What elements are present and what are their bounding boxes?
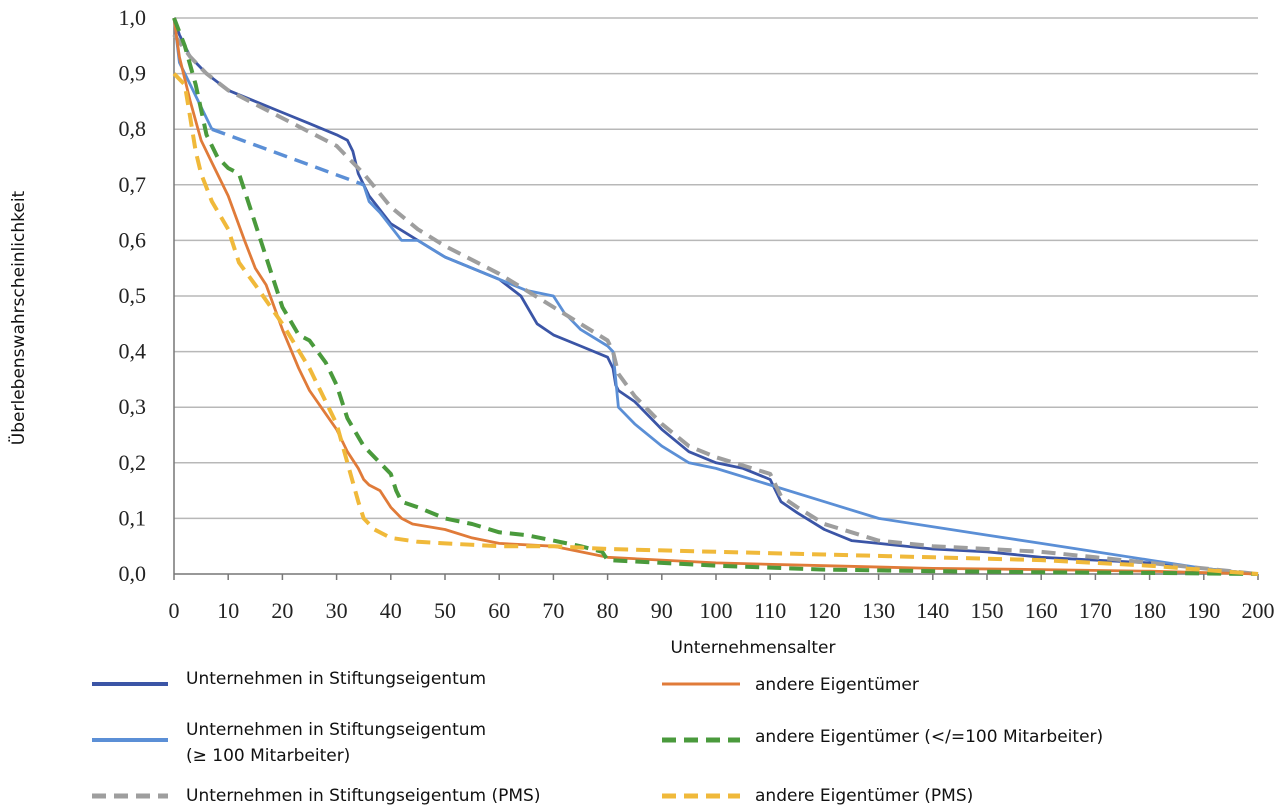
x-tick-label: 50 — [434, 598, 456, 623]
x-tick-label: 40 — [380, 598, 402, 623]
x-tick-label: 90 — [651, 598, 673, 623]
legend: Unternehmen in Stiftungseigentum Unterne… — [92, 669, 1103, 806]
x-tick-label: 60 — [488, 598, 510, 623]
y-tick-label: 0,9 — [119, 61, 147, 86]
y-tick-label: 0,3 — [119, 394, 147, 419]
x-tick-label: 0 — [169, 598, 180, 623]
legend-label-andere-pms: andere Eigentümer (PMS) — [755, 786, 973, 806]
series-line-3 — [172, 17, 1259, 576]
legend-item-stiftung: Unternehmen in Stiftungseigentum — [92, 669, 486, 689]
x-tick-label: 130 — [862, 598, 895, 623]
legend-label-stiftung-100-line2: (≥ 100 Mitarbeiter) — [186, 746, 350, 766]
tick-labels: 0,0 0,1 0,2 0,3 0,4 0,5 0,6 0,7 0,8 0,9 1,0 0 10 20 30… — [119, 5, 1275, 623]
grid-lines — [174, 17, 1258, 520]
y-tick-label: 0,1 — [119, 505, 147, 530]
x-tick-label: 30 — [326, 598, 348, 623]
y-tick-label: 0,5 — [119, 283, 147, 308]
series-line-2 — [172, 33, 1259, 576]
legend-label-stiftung-pms: Unternehmen in Stiftungseigentum (PMS) — [186, 786, 540, 806]
legend-item-andere-100: andere Eigentümer (</=100 Mitarbeiter) — [662, 727, 1103, 747]
x-tick-label: 190 — [1187, 598, 1220, 623]
y-tick-label: 0,7 — [119, 172, 147, 197]
y-tick-label: 0,8 — [119, 116, 147, 141]
x-tick-label: 10 — [217, 598, 239, 623]
x-tick-label: 20 — [271, 598, 293, 623]
x-tick-label: 180 — [1133, 598, 1166, 623]
legend-label-andere: andere Eigentümer — [755, 675, 919, 695]
x-tick-label: 200 — [1242, 598, 1275, 623]
x-axis-title: Unternehmensalter — [671, 638, 836, 658]
y-tick-label: 0,6 — [119, 227, 147, 252]
y-tick-label: 1,0 — [119, 5, 147, 30]
legend-item-andere-pms: andere Eigentümer (PMS) — [662, 786, 973, 806]
x-tick-label: 120 — [808, 598, 841, 623]
legend-item-stiftung-100: Unternehmen in Stiftungseigentum (≥ 100 … — [92, 720, 486, 766]
x-tick-label: 100 — [700, 598, 733, 623]
series-line-0 — [172, 17, 1259, 576]
y-tick-label: 0,0 — [119, 561, 147, 586]
x-tick-label: 160 — [1025, 598, 1058, 623]
axes — [173, 18, 1259, 580]
series-lines — [172, 17, 1259, 576]
series-line-5 — [172, 72, 1259, 576]
x-tick-label: 140 — [916, 598, 949, 623]
legend-label-andere-100: andere Eigentümer (</=100 Mitarbeiter) — [755, 727, 1103, 747]
series-line-1-continued — [362, 184, 1259, 576]
legend-item-andere: andere Eigentümer — [662, 675, 919, 695]
legend-label-stiftung: Unternehmen in Stiftungseigentum — [186, 669, 486, 689]
x-tick-label: 110 — [754, 598, 786, 623]
series-line-4 — [172, 17, 1259, 576]
y-tick-label: 0,4 — [119, 339, 147, 364]
x-tick-label: 80 — [597, 598, 619, 623]
series-line-1-dashed-part — [211, 127, 365, 187]
legend-item-stiftung-pms: Unternehmen in Stiftungseigentum (PMS) — [92, 786, 540, 806]
y-axis-title: Überlebenswahrscheinlichkeit — [7, 190, 29, 445]
x-tick-label: 170 — [1079, 598, 1112, 623]
y-tick-label: 0,2 — [119, 450, 147, 475]
legend-label-stiftung-100-line1: Unternehmen in Stiftungseigentum — [186, 720, 486, 740]
x-tick-label: 70 — [542, 598, 564, 623]
x-tick-label: 150 — [971, 598, 1004, 623]
